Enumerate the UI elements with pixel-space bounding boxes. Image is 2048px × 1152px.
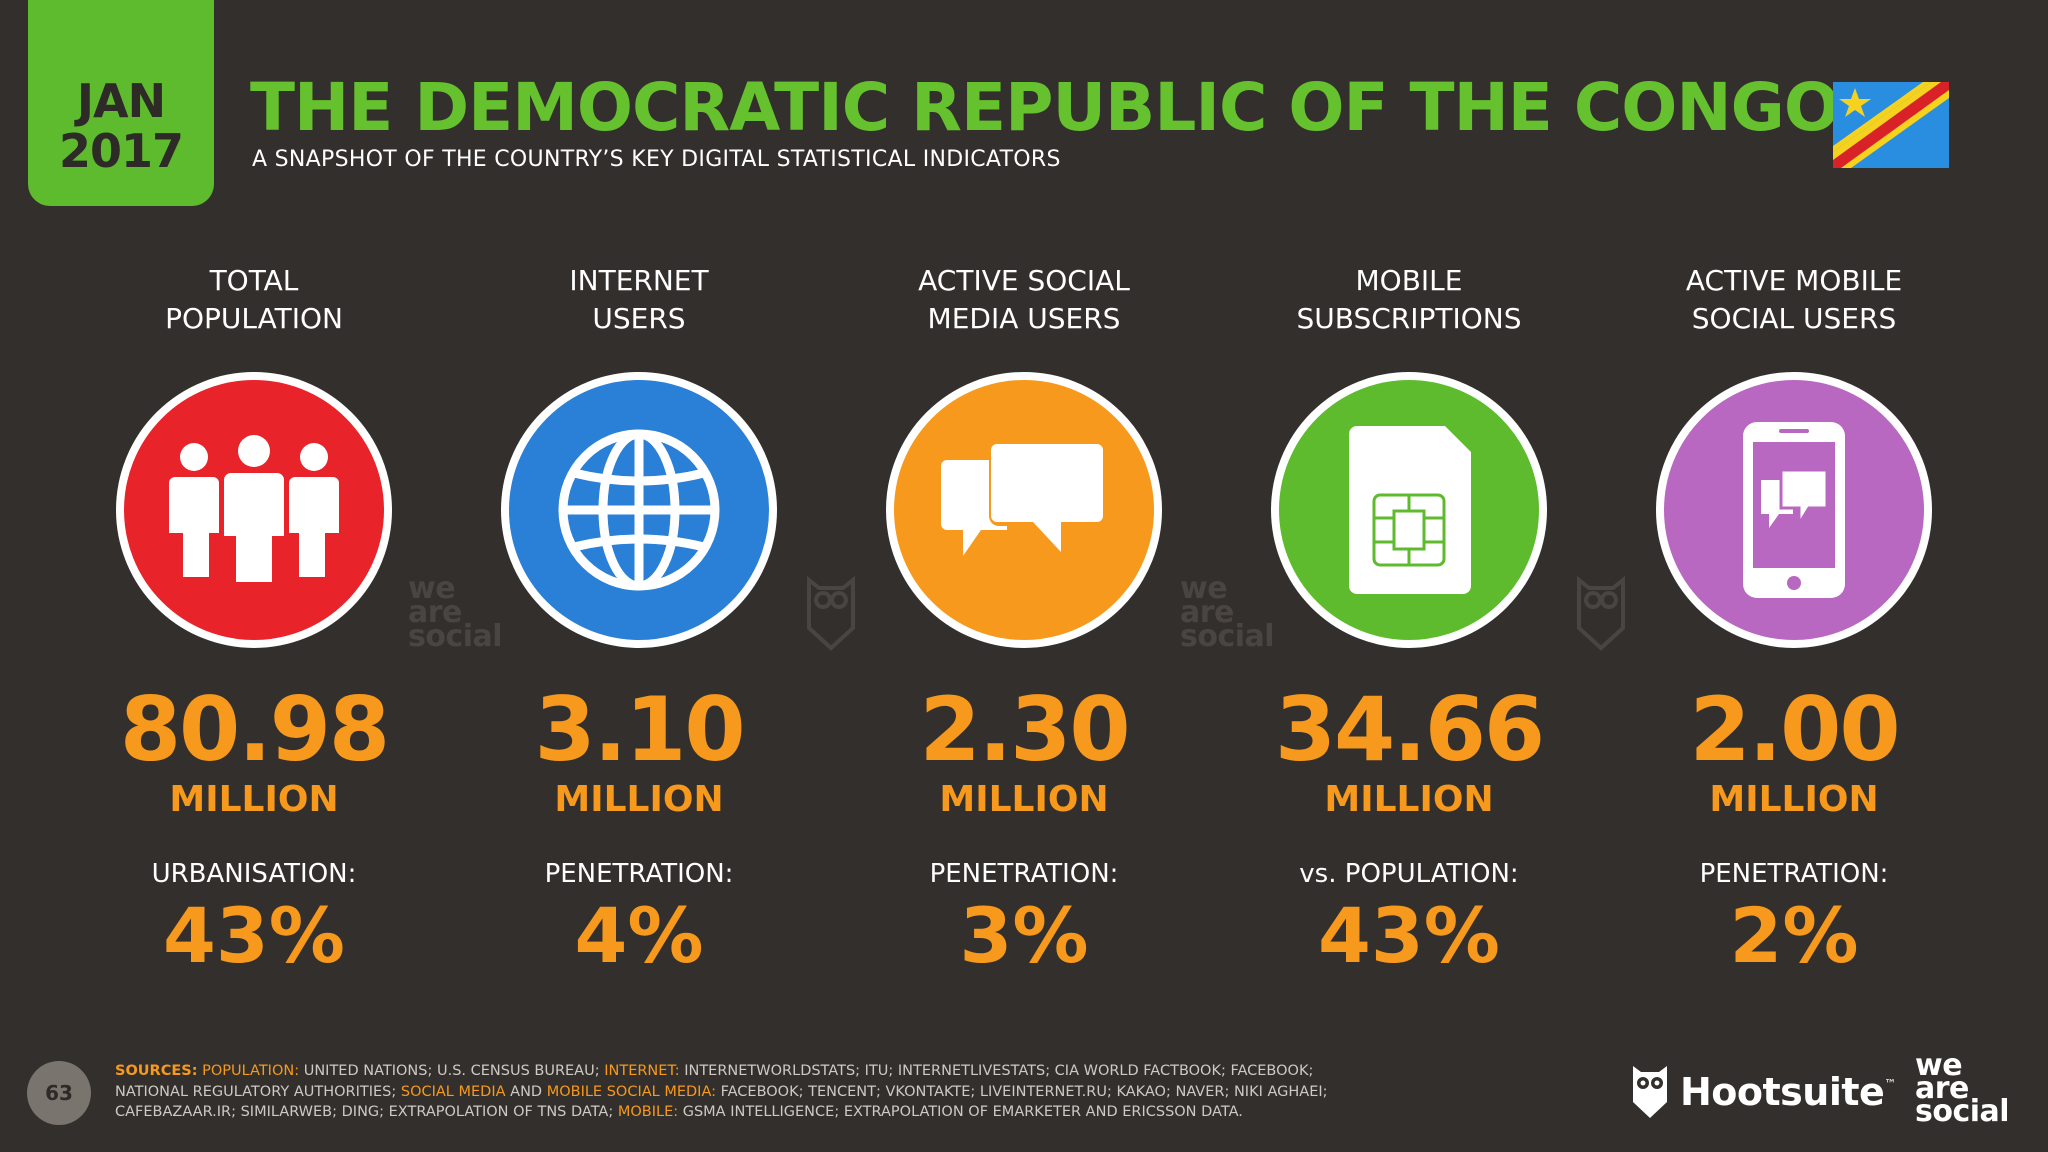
- stat-percent: 4%: [574, 891, 704, 980]
- hootsuite-logo: Hootsuite ™: [1630, 1063, 1896, 1121]
- stat-icon-circle: [1656, 372, 1932, 648]
- stat-label-line2: SUBSCRIPTIONS: [1296, 302, 1522, 335]
- we-are-social-logo: we are social: [1915, 1048, 2010, 1129]
- hootsuite-owl-watermark-icon: [807, 576, 855, 651]
- date-month: JAN: [76, 74, 166, 128]
- we-are-social-watermark: we are social: [408, 571, 503, 654]
- stat-icon-circle: [116, 372, 392, 648]
- stat-sublabel: vs. POPULATION:: [1299, 859, 1519, 889]
- hootsuite-wordmark: Hootsuite: [1680, 1070, 1885, 1114]
- stat-value: 2.30: [919, 678, 1130, 781]
- page-title: THE DEMOCRATIC REPUBLIC OF THE CONGO: [250, 69, 1840, 146]
- stat-unit: MILLION: [169, 779, 339, 820]
- sim-card-icon: [1349, 426, 1471, 594]
- stat-active-social-media-users: ACTIVE SOCIAL MEDIA USERS 2.30 MILLION P…: [832, 262, 1216, 980]
- stat-sublabel: URBANISATION:: [151, 859, 357, 889]
- stat-percent: 2%: [1729, 891, 1859, 980]
- stat-label-line2: MEDIA USERS: [927, 302, 1121, 335]
- sources-label: SOURCES:: [115, 1063, 198, 1079]
- stat-value: 2.00: [1689, 678, 1900, 781]
- stat-label-line1: MOBILE: [1355, 264, 1463, 297]
- hootsuite-owl-watermark-icon: [1577, 576, 1625, 651]
- page-number: 63: [27, 1061, 91, 1125]
- date-year: 2017: [58, 124, 184, 178]
- stat-percent: 43%: [163, 891, 345, 980]
- stat-label-line1: INTERNET: [569, 264, 709, 297]
- stat-label: ACTIVE MOBILE SOCIAL USERS: [1686, 262, 1902, 342]
- sources-text: SOURCES: POPULATION: UNITED NATIONS; U.S…: [115, 1063, 1328, 1120]
- chat-bubbles-icon: [941, 440, 1105, 556]
- stat-icon-circle: [501, 372, 777, 648]
- stat-label: TOTAL POPULATION: [165, 262, 343, 342]
- stat-label-line1: ACTIVE MOBILE: [1685, 264, 1903, 297]
- hootsuite-owl-icon: [1633, 1066, 1667, 1118]
- stat-label: MOBILE SUBSCRIPTIONS: [1296, 262, 1521, 342]
- drc-flag-icon: [1833, 82, 1949, 168]
- stat-value: 34.66: [1274, 678, 1545, 781]
- stat-icon-circle: [1271, 372, 1547, 648]
- people-icon: [169, 435, 339, 582]
- stat-percent: 43%: [1318, 891, 1500, 980]
- stat-value: 80.98: [119, 678, 390, 781]
- stat-label-line2: USERS: [592, 302, 686, 335]
- stat-unit: MILLION: [1324, 779, 1494, 820]
- we-are-social-watermark: we are social: [1180, 571, 1275, 654]
- stat-label: INTERNET USERS: [569, 262, 708, 342]
- page-subtitle: A SNAPSHOT OF THE COUNTRY’S KEY DIGITAL …: [252, 147, 1061, 172]
- stat-percent: 3%: [959, 891, 1089, 980]
- stat-label-line1: ACTIVE SOCIAL: [918, 264, 1130, 297]
- date-badge: JAN 2017: [28, 0, 214, 206]
- globe-icon: [558, 429, 720, 591]
- stat-internet-users: INTERNET USERS 3.10 MILLION PENETRATION:…: [447, 262, 831, 980]
- stat-sublabel: PENETRATION:: [544, 859, 734, 889]
- stat-unit: MILLION: [939, 779, 1109, 820]
- stat-active-mobile-social-users: ACTIVE MOBILE SOCIAL USERS 2.00 MILLION …: [1602, 262, 1986, 980]
- stat-unit: MILLION: [554, 779, 724, 820]
- stat-total-population: TOTAL POPULATION 80.98 MILLION URBANISAT…: [62, 262, 446, 980]
- stat-label: ACTIVE SOCIAL MEDIA USERS: [918, 262, 1130, 342]
- stat-icon-circle: [886, 372, 1162, 648]
- stat-label-line2: SOCIAL USERS: [1691, 302, 1897, 335]
- stat-label-line2: POPULATION: [165, 302, 343, 335]
- stat-value: 3.10: [534, 678, 745, 781]
- stat-unit: MILLION: [1709, 779, 1879, 820]
- stat-sublabel: PENETRATION:: [1699, 859, 1889, 889]
- stat-sublabel: PENETRATION:: [929, 859, 1119, 889]
- stat-mobile-subscriptions: MOBILE SUBSCRIPTIONS 34.66 MILLION vs. P…: [1217, 262, 1601, 980]
- smartphone-chat-icon: [1743, 422, 1845, 598]
- stat-label-line1: TOTAL: [209, 264, 299, 297]
